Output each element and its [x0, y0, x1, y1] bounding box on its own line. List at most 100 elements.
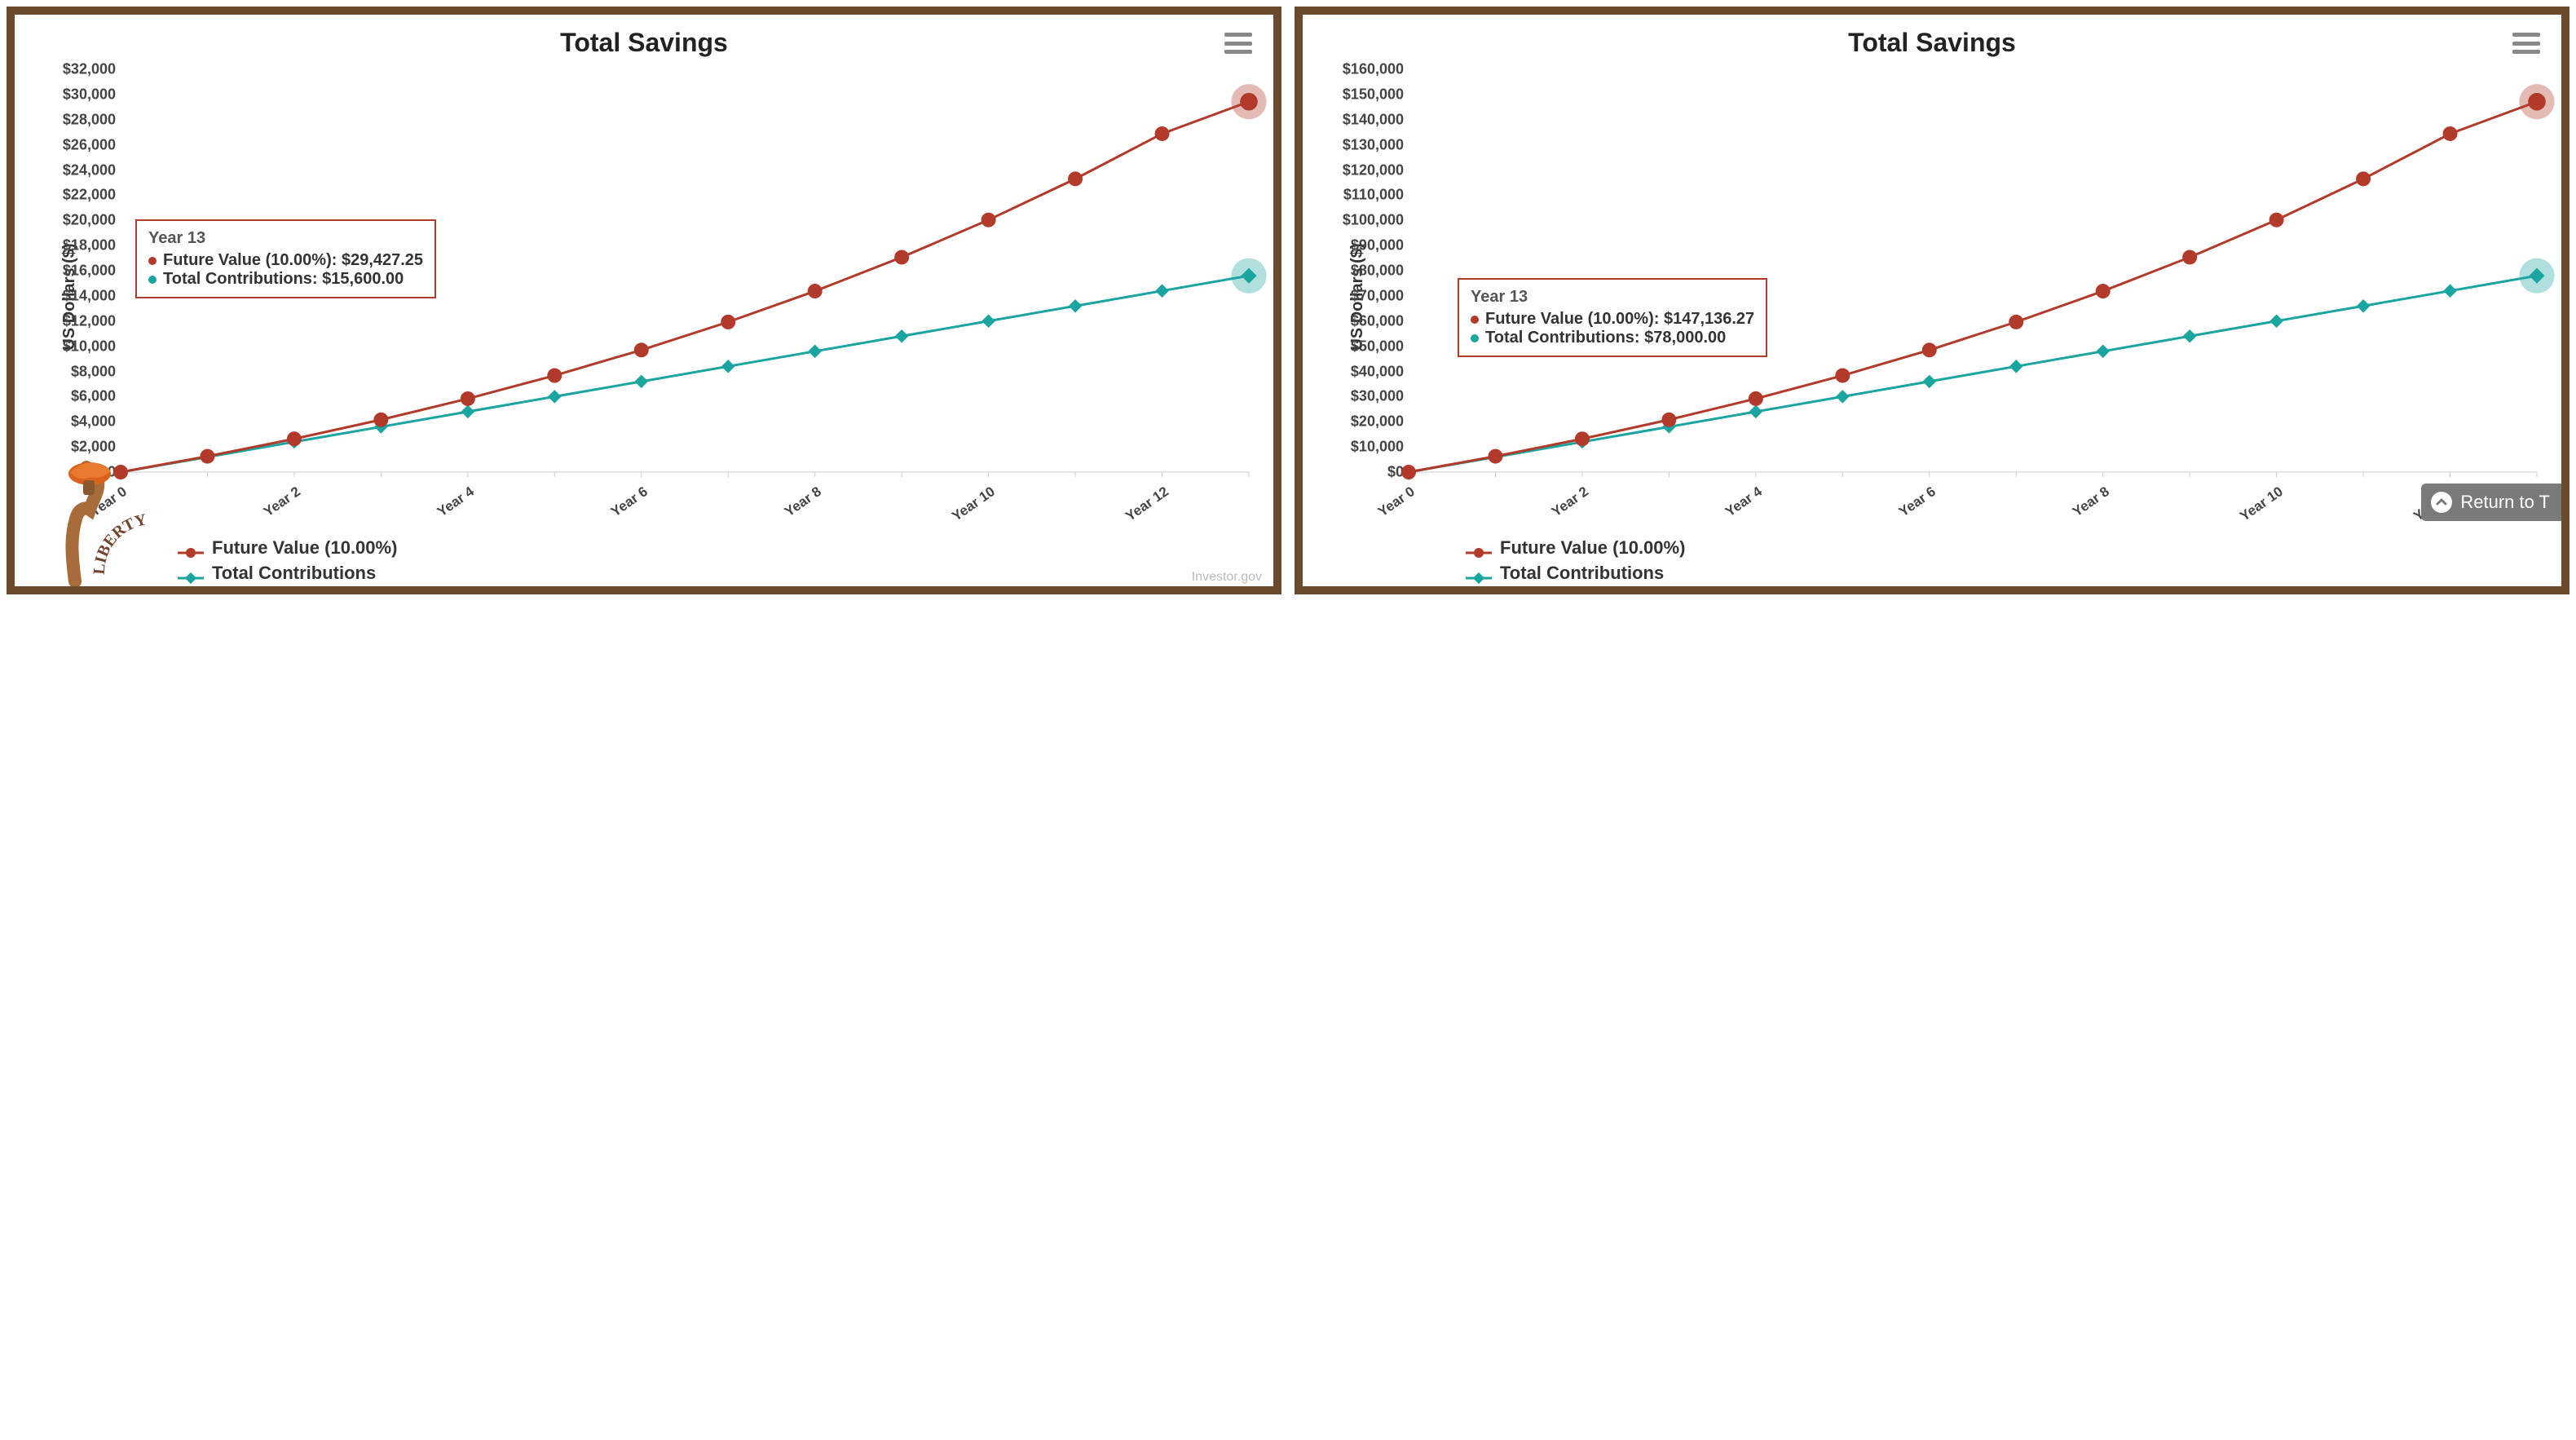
- x-tick-label: Year 8: [2070, 484, 2113, 520]
- legend-item[interactable]: Future Value (10.00%): [178, 536, 1265, 561]
- legend-item[interactable]: Future Value (10.00%): [1466, 536, 2553, 561]
- legend-swatch-icon: [1466, 567, 1492, 580]
- series-marker[interactable]: [721, 360, 735, 373]
- legend-swatch-icon: [1466, 541, 1492, 554]
- series-marker[interactable]: [461, 391, 475, 406]
- x-tick-label: Year 0: [1375, 484, 1418, 520]
- y-tick-label: $160,000: [1343, 61, 1404, 78]
- series-marker[interactable]: [2009, 315, 2023, 329]
- chevron-up-icon: [2431, 492, 2452, 513]
- x-tick-label: Year 2: [261, 484, 304, 520]
- y-tick-label: $32,000: [63, 61, 116, 78]
- series-marker[interactable]: [895, 329, 909, 343]
- return-button-label: Return to T: [2460, 492, 2550, 513]
- y-tick-label: $26,000: [63, 136, 116, 153]
- series-marker[interactable]: [1575, 431, 1590, 446]
- series-marker[interactable]: [2356, 171, 2371, 186]
- series-marker[interactable]: [1749, 391, 1763, 406]
- tooltip-row-label: Total Contributions: $15,600.00: [163, 270, 404, 289]
- y-tick-label: $16,000: [63, 263, 116, 280]
- x-tick-label: Year 4: [434, 484, 478, 520]
- y-tick-label: $80,000: [1351, 263, 1404, 280]
- series-marker[interactable]: [2269, 213, 2284, 227]
- chart-menu-icon[interactable]: [2512, 33, 2540, 54]
- series-marker[interactable]: [1922, 375, 1936, 389]
- y-tick-label: $24,000: [63, 161, 116, 179]
- y-tick-label: $14,000: [63, 287, 116, 304]
- legend-label: Total Contributions: [212, 561, 376, 586]
- series-marker[interactable]: [461, 405, 475, 419]
- y-tick-label: $90,000: [1351, 237, 1404, 254]
- y-tick-label: $20,000: [63, 212, 116, 229]
- y-tick-label: $10,000: [63, 338, 116, 355]
- chart-menu-icon[interactable]: [1224, 33, 1252, 54]
- series-marker[interactable]: [2183, 329, 2197, 343]
- series-marker[interactable]: [1068, 171, 1083, 186]
- tooltip-row-label: Total Contributions: $78,000.00: [1485, 329, 1726, 347]
- tooltip-title: Year 13: [1471, 288, 1754, 307]
- x-tick-label: Year 6: [1896, 484, 1939, 520]
- y-tick-label: $30,000: [1351, 388, 1404, 405]
- y-tick-label: $28,000: [63, 111, 116, 128]
- series-marker[interactable]: [1661, 413, 1676, 427]
- series-marker[interactable]: [634, 342, 649, 357]
- y-tick-label: $100,000: [1343, 212, 1404, 229]
- series-marker[interactable]: [2182, 250, 2197, 264]
- chart-tooltip: Year 13Future Value (10.00%): $29,427.25…: [135, 219, 436, 298]
- series-marker[interactable]: [2357, 299, 2371, 313]
- y-tick-label: $50,000: [1351, 338, 1404, 355]
- return-button[interactable]: Return to T: [2421, 484, 2561, 521]
- y-tick-label: $8,000: [71, 363, 116, 380]
- series-marker[interactable]: [200, 449, 214, 464]
- y-tick-label: $10,000: [1351, 439, 1404, 456]
- series-marker[interactable]: [1749, 405, 1763, 419]
- series-marker[interactable]: [1488, 449, 1502, 464]
- series-marker[interactable]: [2096, 345, 2110, 359]
- series-marker[interactable]: [721, 315, 735, 329]
- series-marker[interactable]: [894, 250, 909, 264]
- series-marker[interactable]: [2443, 284, 2457, 298]
- series-marker[interactable]: [548, 390, 562, 404]
- series-marker[interactable]: [287, 431, 302, 446]
- chart-area: US Dollars ($) $0$2,000$4,000$6,000$8,00…: [23, 64, 1265, 529]
- series-marker[interactable]: [808, 284, 823, 298]
- x-tick-label: Year 12: [1123, 484, 1171, 525]
- x-tick-container: Year 0Year 2Year 4Year 6Year 8Year 10Yea…: [1409, 472, 2537, 529]
- series-marker[interactable]: [373, 413, 388, 427]
- series-marker[interactable]: [1155, 284, 1169, 298]
- series-marker[interactable]: [1835, 369, 1850, 383]
- legend-item[interactable]: Total Contributions: [1466, 561, 2553, 586]
- y-tick-label: $20,000: [1351, 413, 1404, 431]
- y-tick-label: $40,000: [1351, 363, 1404, 380]
- y-tick-label: $30,000: [63, 86, 116, 103]
- chart-panel-right: Total Savings US Dollars ($) $0$10,000$2…: [1295, 7, 2569, 594]
- y-tick-label: $12,000: [63, 312, 116, 329]
- series-marker[interactable]: [981, 314, 995, 328]
- series-marker[interactable]: [2443, 126, 2458, 141]
- series-marker[interactable]: [1922, 342, 1937, 357]
- chart-panel-left: Total Savings US Dollars ($) $0$2,000$4,…: [7, 7, 1281, 594]
- y-tick-label: $60,000: [1351, 312, 1404, 329]
- tooltip-dot-icon: [1471, 316, 1479, 324]
- series-marker[interactable]: [808, 345, 822, 359]
- y-tick-label: $140,000: [1343, 111, 1404, 128]
- legend-swatch-icon: [178, 567, 204, 580]
- series-marker[interactable]: [1836, 390, 1850, 404]
- series-marker[interactable]: [634, 375, 648, 389]
- series-marker[interactable]: [1069, 299, 1083, 313]
- legend-item[interactable]: Total Contributions: [178, 561, 1265, 586]
- series-marker[interactable]: [2269, 314, 2283, 328]
- tooltip-title: Year 13: [148, 229, 423, 248]
- series-marker[interactable]: [981, 213, 996, 227]
- y-tick-label: $18,000: [63, 237, 116, 254]
- series-marker[interactable]: [2096, 284, 2111, 298]
- series-marker[interactable]: [547, 369, 562, 383]
- watermark-text: Investor.gov: [1192, 570, 1262, 585]
- tooltip-dot-icon: [1471, 334, 1479, 342]
- chart-legend: Future Value (10.00%)Total Contributions: [1466, 536, 2553, 586]
- series-marker[interactable]: [2009, 360, 2023, 373]
- legend-label: Total Contributions: [1500, 561, 1664, 586]
- y-tick-label: $70,000: [1351, 287, 1404, 304]
- series-marker[interactable]: [1155, 126, 1170, 141]
- y-tick-label: $120,000: [1343, 161, 1404, 179]
